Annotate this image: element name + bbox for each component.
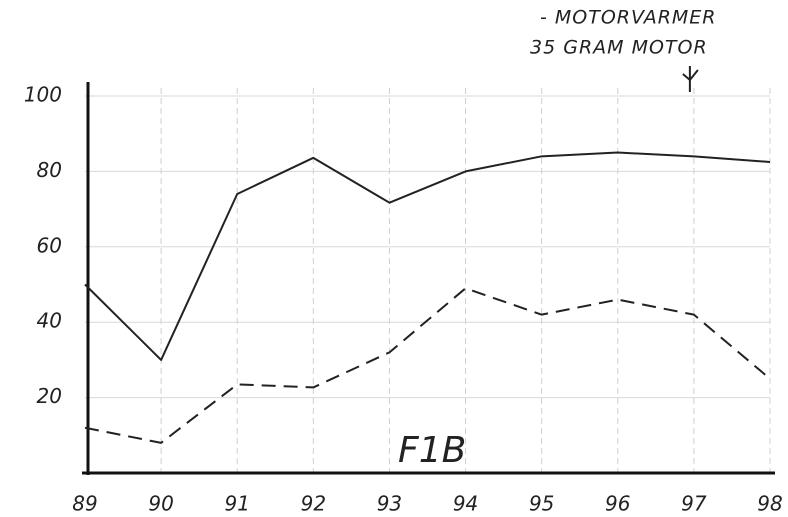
x-tick-label: 94 xyxy=(453,492,478,516)
y-tick-label: 100 xyxy=(24,83,62,107)
x-tick-label: 90 xyxy=(148,492,173,516)
x-tick-label: 91 xyxy=(224,492,249,516)
y-tick-label: 60 xyxy=(37,233,62,257)
y-tick-label: 40 xyxy=(37,309,62,333)
annotation-arrow xyxy=(682,66,699,92)
annotation: 35 GRAM MOTOR xyxy=(530,37,708,59)
x-tick-label: 98 xyxy=(757,492,782,516)
x-tick-label: 96 xyxy=(605,492,630,516)
x-tick-label: 89 xyxy=(72,492,97,516)
x-tick-label: 95 xyxy=(529,492,554,516)
line-series xyxy=(84,287,771,444)
y-tick-label: 20 xyxy=(37,384,62,408)
x-tick-label: 93 xyxy=(377,492,402,516)
annotation: - MOTORVARMER xyxy=(540,7,717,29)
chart-title: F1B xyxy=(398,430,466,471)
y-tick-label: 80 xyxy=(37,158,62,182)
line-series xyxy=(84,151,771,361)
x-tick-label: 92 xyxy=(301,492,326,516)
x-tick-label: 97 xyxy=(681,492,707,516)
